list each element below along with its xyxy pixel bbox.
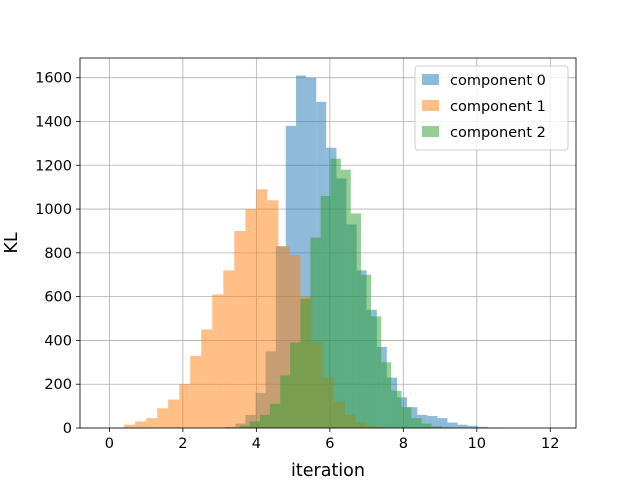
histogram-bar [234,230,246,428]
legend-swatch-component-2 [422,126,439,137]
x-tick-label: 0 [105,436,114,452]
y-tick-label: 0 [63,421,72,437]
x-tick-label: 2 [178,436,187,452]
histogram-bar [361,274,371,428]
histogram-bar [457,424,468,428]
histogram-bar [381,362,392,428]
histogram-bar [168,399,180,428]
legend-label-component-2: component 2 [450,125,546,141]
histogram-bar [289,255,301,428]
x-tick-label: 4 [252,436,261,452]
histogram-bar [290,342,301,428]
y-tick-label: 600 [44,290,72,306]
histogram-bar [350,213,362,428]
histogram-bar [300,298,311,428]
histogram-bar [340,169,351,428]
histogram-bar [447,422,458,428]
histogram-bar [239,425,250,428]
histogram-bar [421,423,432,428]
x-tick-label: 6 [325,436,334,452]
histogram-bar [201,329,213,428]
histogram-bar [245,209,257,428]
histogram-bar [330,158,341,428]
legend-box [414,65,569,151]
histogram-bar [477,426,488,428]
legend-label-component-0: component 0 [450,73,546,89]
histogram-bar [320,195,331,428]
x-ticks: 0 2 4 6 8 10 12 [105,428,560,452]
y-ticks: 0 200 400 600 800 1000 1200 1400 1600 [35,71,80,437]
legend-swatch-component-1 [422,100,439,111]
histogram-bar [260,414,270,428]
histogram-bar [190,355,202,428]
histogram-bar [179,384,191,428]
x-tick-label: 10 [468,436,486,452]
histogram-bar [467,425,478,428]
legend-swatch-component-0 [422,74,439,85]
legend-label-component-1: component 1 [450,99,546,115]
histogram-bar [296,75,306,428]
y-tick-label: 400 [44,333,72,349]
histogram-bar [310,237,321,428]
y-tick-label: 1000 [35,202,72,218]
x-axis-title: iteration [291,461,365,480]
histogram-bar [278,246,290,428]
histogram-bar [157,408,169,428]
histogram-bar [146,418,158,428]
y-tick-label: 1200 [35,158,72,174]
y-tick-label: 200 [44,377,72,393]
series-1-bars [124,189,400,428]
histogram-bar [431,426,442,428]
legend: component 0 component 1 component 2 [414,65,569,151]
histogram-bar [124,424,136,428]
histogram-bar [280,375,291,428]
histogram-bar [269,403,281,428]
histogram-bar [370,316,382,428]
histogram-bar [135,421,147,428]
y-tick-label: 1600 [35,71,72,87]
histogram-bar [411,418,422,428]
x-tick-label: 8 [399,436,408,452]
histogram-bar [249,421,261,428]
series-2-bars [239,158,452,428]
histogram-bar [256,189,268,428]
y-tick-label: 800 [44,246,72,262]
histogram-bar [406,407,418,428]
y-tick-label: 1400 [35,114,72,130]
histogram-bar [401,407,412,428]
plot-frame [79,57,577,429]
histogram-bar [223,270,235,428]
histogram-bar [267,200,279,428]
histogram-bar [212,294,224,428]
histogram-bar [417,414,428,428]
histogram-bar [427,415,438,428]
x-tick-label: 12 [541,436,559,452]
histogram-bar [437,418,448,428]
histogram-bar [391,390,402,428]
bars-layer [124,75,509,429]
y-axis-title: KL [2,232,22,253]
